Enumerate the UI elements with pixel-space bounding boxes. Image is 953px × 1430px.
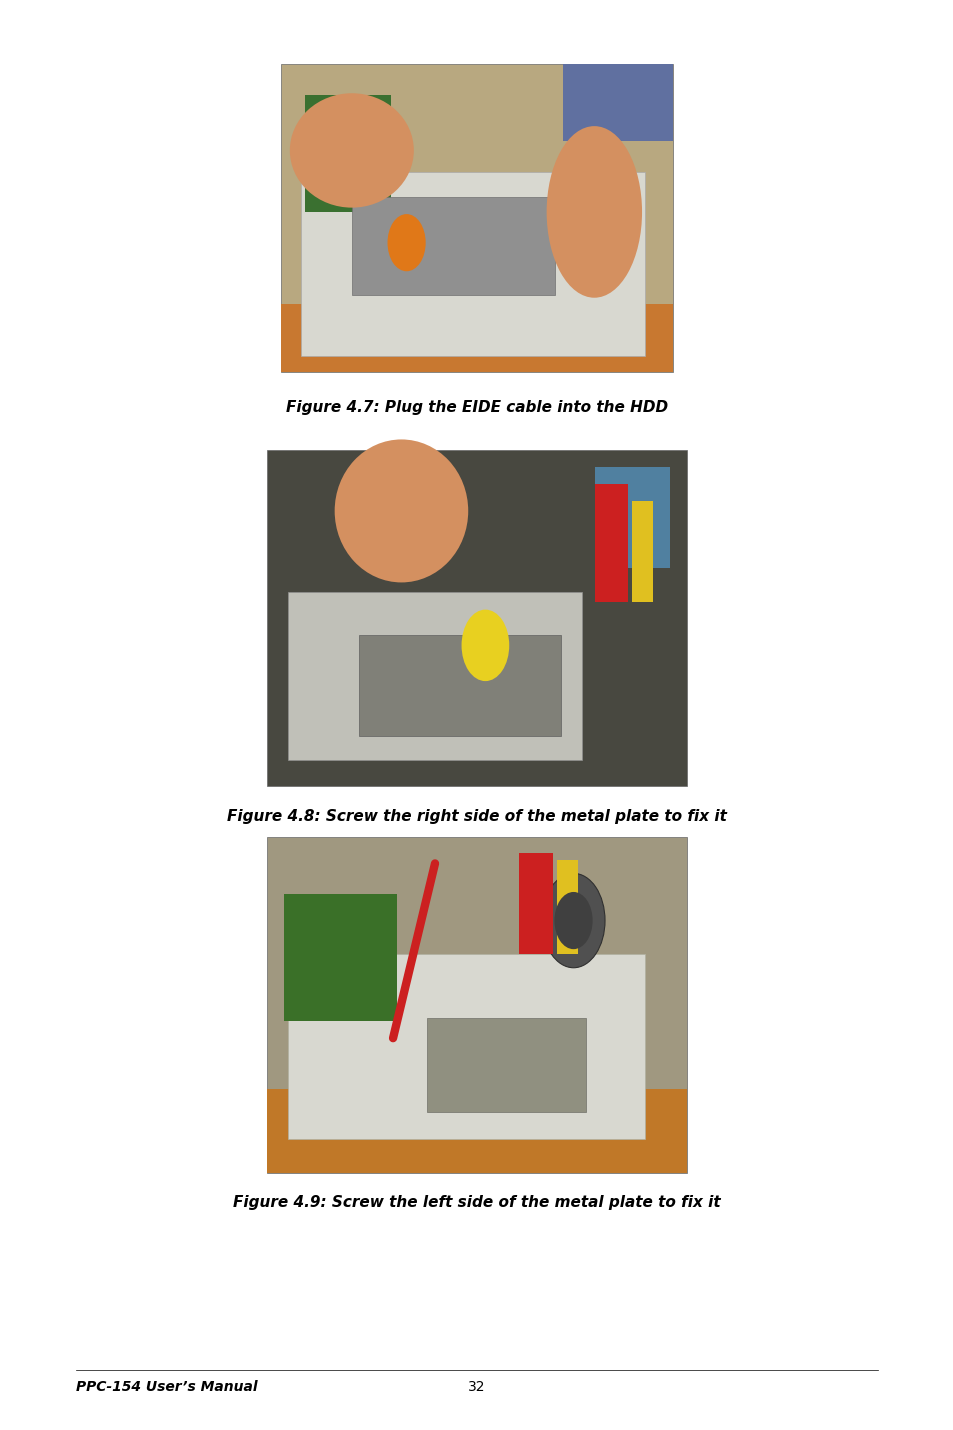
Bar bbox=[352, 196, 555, 295]
Circle shape bbox=[387, 214, 425, 272]
Bar bbox=[284, 894, 396, 1021]
Bar bbox=[305, 94, 391, 212]
Bar bbox=[594, 483, 627, 602]
Bar bbox=[267, 837, 686, 1173]
Bar bbox=[288, 592, 581, 759]
Bar bbox=[557, 859, 578, 954]
Text: Figure 4.7: Plug the EIDE cable into the HDD: Figure 4.7: Plug the EIDE cable into the… bbox=[286, 400, 667, 415]
Circle shape bbox=[541, 874, 604, 968]
Bar bbox=[281, 64, 672, 372]
Bar bbox=[518, 854, 552, 954]
Text: 32: 32 bbox=[468, 1380, 485, 1394]
Bar bbox=[594, 468, 669, 568]
Text: PPC-154 User’s Manual: PPC-154 User’s Manual bbox=[76, 1380, 257, 1394]
Bar bbox=[562, 64, 672, 142]
Bar bbox=[426, 1018, 585, 1113]
Circle shape bbox=[461, 609, 509, 681]
Bar bbox=[301, 172, 644, 356]
Bar bbox=[359, 635, 560, 736]
Circle shape bbox=[554, 892, 592, 950]
Bar bbox=[267, 1088, 686, 1173]
Ellipse shape bbox=[546, 126, 641, 297]
Ellipse shape bbox=[290, 93, 414, 207]
Bar bbox=[632, 500, 653, 602]
Bar bbox=[267, 450, 686, 786]
Text: Figure 4.8: Screw the right side of the metal plate to fix it: Figure 4.8: Screw the right side of the … bbox=[227, 809, 726, 824]
Text: Figure 4.9: Screw the left side of the metal plate to fix it: Figure 4.9: Screw the left side of the m… bbox=[233, 1195, 720, 1210]
Bar bbox=[288, 954, 644, 1138]
Ellipse shape bbox=[335, 439, 468, 582]
Bar bbox=[281, 305, 672, 372]
